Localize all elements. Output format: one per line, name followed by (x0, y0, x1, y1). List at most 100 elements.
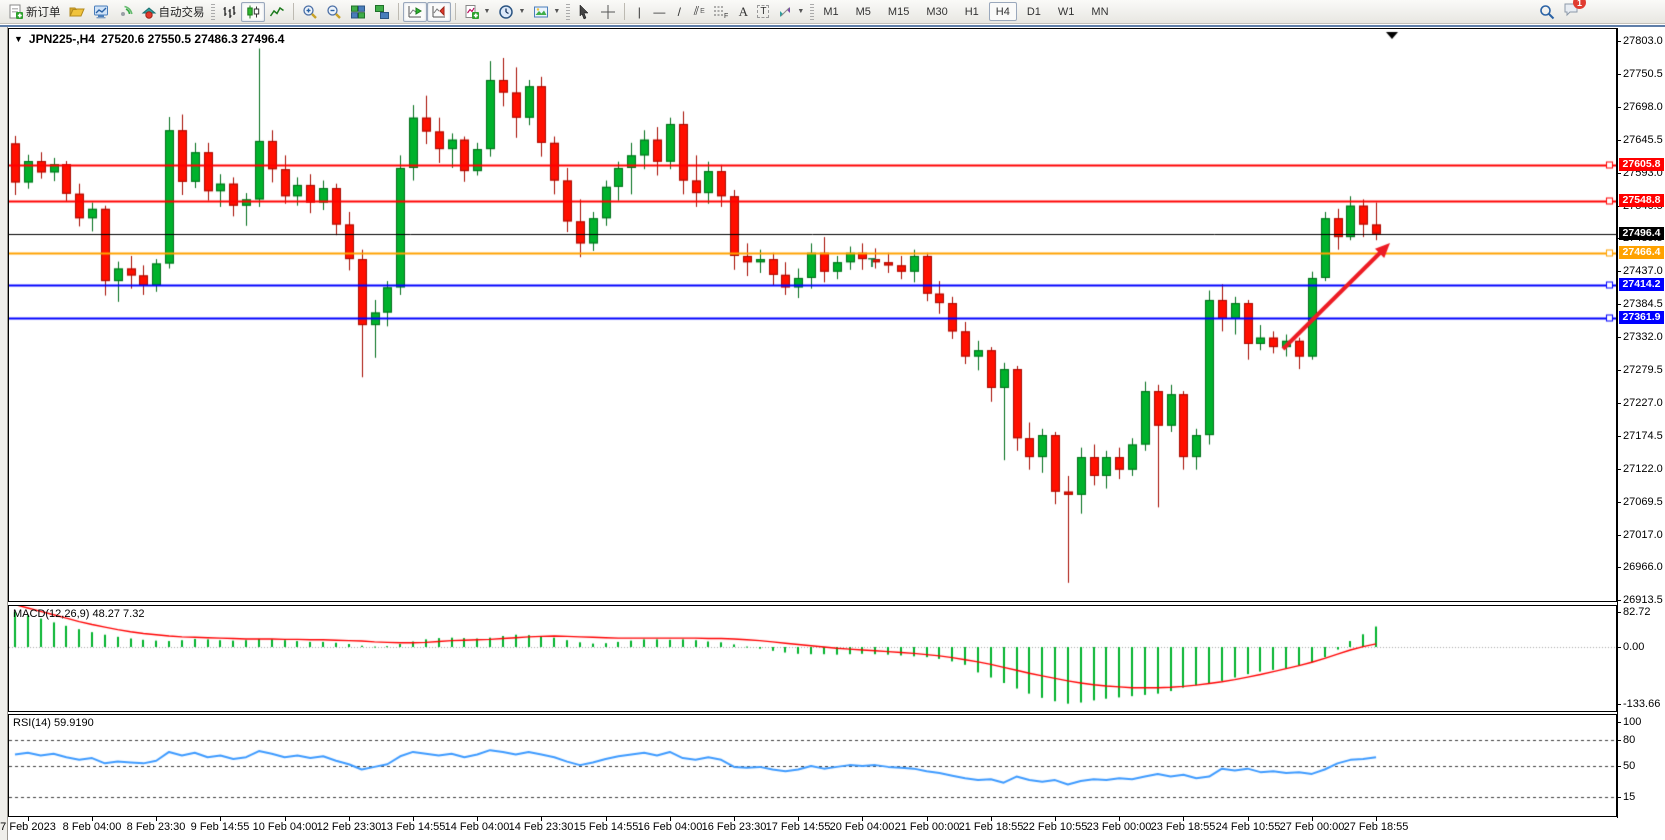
timeframe-button-M1[interactable]: M1 (823, 5, 839, 18)
indicators-button[interactable]: ▼ (460, 2, 495, 22)
timeframe-button-M15[interactable]: M15 (887, 5, 910, 18)
text-label-button[interactable]: T (753, 2, 773, 22)
axis-tick-mark (1617, 797, 1621, 798)
line-chart-icon (269, 6, 284, 16)
price-tick-label: 27698.0 (1623, 101, 1663, 113)
price-tick-label: 26966.0 (1623, 561, 1663, 573)
timeframe-button-H1[interactable]: H1 (964, 5, 979, 18)
time-tick-mark (349, 817, 350, 821)
timeframe-button-W1[interactable]: W1 (1057, 5, 1075, 18)
tile-windows-button[interactable] (346, 2, 370, 22)
zoom-out-button[interactable] (322, 2, 346, 22)
time-axis-label: 16 Feb 23:30 (701, 821, 767, 833)
macd-tick-label: 0.00 (1623, 641, 1645, 653)
time-axis-label: 21 Feb 18:55 (958, 821, 1024, 833)
price-line-tag[interactable]: 27466.4 (1619, 246, 1664, 259)
time-axis-label: 27 Feb 00:00 (1279, 821, 1345, 833)
time-axis-label: 20 Feb 04:00 (829, 821, 895, 833)
price-line-tag[interactable]: 27548.8 (1619, 194, 1664, 207)
rsi-canvas[interactable] (9, 715, 1616, 816)
price-tick-label: 27384.5 (1623, 298, 1663, 310)
periods-dropdown-caret[interactable]: ▼ (518, 8, 526, 15)
crosshair-button[interactable] (596, 2, 620, 22)
left-gutter (0, 27, 8, 840)
time-axis[interactable]: 7 Feb 2023 8 Feb 04:00 8 Feb 23:30 9 Feb 14… (0, 817, 1617, 837)
time-tick-mark (1376, 817, 1377, 821)
time-axis-label: 14 Feb 23:30 (508, 821, 574, 833)
trendline-button[interactable]: / (669, 2, 689, 22)
time-tick-mark (1183, 817, 1184, 821)
chart-shift-button[interactable] (426, 1, 451, 22)
main-chart-canvas[interactable] (9, 29, 1616, 601)
axis-tick-mark (1617, 704, 1621, 705)
time-tick-mark (798, 817, 799, 821)
time-tick-mark (156, 817, 157, 821)
time-tick-mark (28, 817, 29, 821)
market-watch-icon (93, 5, 108, 18)
timeframe-button-M30[interactable]: M30 (926, 5, 948, 18)
toolbar-separator (292, 3, 294, 20)
axis-tick-mark (1617, 722, 1621, 723)
vertical-line-icon: | (637, 4, 641, 19)
timeframe-button-M5[interactable]: M5 (855, 5, 871, 18)
signal-icon (120, 5, 133, 16)
zoom-in-button[interactable] (298, 2, 322, 22)
horizontal-line-button[interactable]: — (649, 2, 669, 22)
price-tick-label: 27645.5 (1623, 134, 1663, 146)
toolbar: 新订单 自动交易 (0, 0, 1665, 24)
fibonacci-button[interactable]: F (709, 2, 733, 22)
line-chart-button[interactable] (265, 2, 289, 22)
market-watch-button[interactable] (89, 2, 113, 22)
candlestick-chart-button[interactable] (240, 1, 265, 22)
axis-tick-mark (1617, 600, 1621, 601)
chat-button[interactable]: 1 (1563, 0, 1586, 22)
toolbar-grip (210, 3, 215, 20)
vertical-line-button[interactable]: | (629, 2, 649, 22)
tile-windows-icon (350, 5, 365, 18)
chart-shift-icon (432, 5, 445, 17)
profiles-button[interactable] (65, 2, 89, 22)
time-tick-mark (1119, 817, 1120, 821)
templates-dropdown-caret[interactable]: ▼ (553, 8, 561, 15)
time-axis-label: 7 Feb 2023 (0, 821, 56, 833)
chart-collapse-icon[interactable]: ▼ (14, 34, 23, 44)
price-line-tag[interactable]: 27361.9 (1619, 311, 1664, 324)
price-line-tag[interactable]: 27414.2 (1619, 278, 1664, 291)
time-axis-label: 10 Feb 04:00 (252, 821, 318, 833)
search-icon[interactable] (1539, 4, 1555, 20)
price-line-tag[interactable]: 27496.4 (1619, 227, 1664, 240)
time-tick-mark (1312, 817, 1313, 821)
axis-tick-mark (1617, 647, 1621, 648)
templates-button[interactable]: ▼ (529, 2, 564, 22)
notification-badge: 1 (1573, 0, 1586, 9)
arrow-tools-button[interactable]: ▼ (773, 2, 808, 22)
price-axis[interactable]: 27803.027750.527698.027645.527593.027540… (1617, 27, 1665, 819)
timeframe-button-D1[interactable]: D1 (1026, 5, 1041, 18)
auto-trading-button[interactable]: 自动交易 (137, 2, 209, 22)
bar-chart-button[interactable] (217, 2, 241, 22)
time-tick-mark (734, 817, 735, 821)
axis-tick-mark (1617, 766, 1621, 767)
text-button[interactable]: A (733, 2, 753, 22)
macd-pane: MACD(12,26,9) 48.27 7.32 (8, 605, 1617, 712)
macd-canvas[interactable] (9, 606, 1616, 711)
axis-tick-mark (1617, 74, 1621, 75)
equidistant-channel-button[interactable]: ⫽ E (693, 4, 705, 18)
price-line-tag[interactable]: 27605.8 (1619, 158, 1664, 171)
time-tick-mark (285, 817, 286, 821)
auto-scroll-button[interactable] (402, 1, 427, 22)
time-axis-label: 15 Feb 14:55 (573, 821, 639, 833)
cursor-button[interactable] (572, 2, 596, 22)
cascade-windows-icon (374, 4, 389, 19)
rsi-tick-label: 15 (1623, 791, 1636, 803)
new-order-button[interactable]: 新订单 (4, 2, 65, 22)
timeframe-button-MN[interactable]: MN (1091, 5, 1109, 18)
indicators-dropdown-caret[interactable]: ▼ (483, 8, 491, 15)
timeframe-button-H4[interactable]: H4 (988, 2, 1017, 21)
arrow-tools-dropdown-caret[interactable]: ▼ (797, 8, 805, 15)
cascade-windows-button[interactable] (370, 2, 394, 22)
signals-button[interactable] (113, 2, 137, 22)
time-axis-label: 14 Feb 04:00 (444, 821, 510, 833)
periods-button[interactable]: ▼ (494, 2, 529, 22)
chart-ohlc-values: 27520.6 27550.5 27486.3 27496.4 (100, 32, 285, 46)
